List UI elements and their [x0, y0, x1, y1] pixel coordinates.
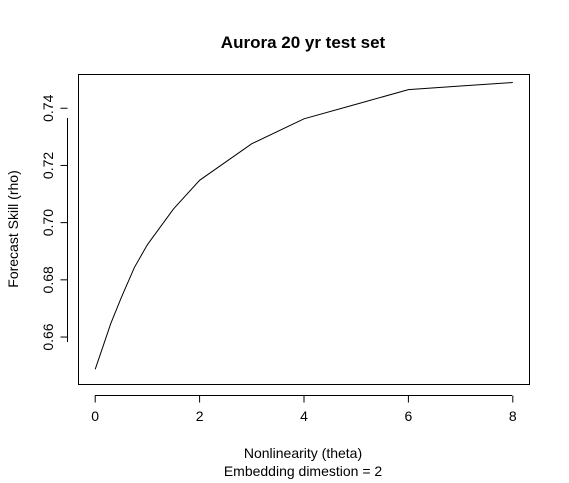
y-tick-label: 0.68: [40, 266, 56, 293]
x-tick-label: 6: [404, 408, 412, 424]
x-tick-label: 0: [91, 408, 99, 424]
x-axis-label: Nonlinearity (theta): [244, 445, 362, 461]
x-tick-label: 2: [196, 408, 204, 424]
y-axis-label: Forecast Skill (rho): [5, 170, 21, 287]
y-tick-label: 0.70: [40, 209, 56, 236]
series-line: [94, 82, 513, 370]
x-axis-ticks: 0 2 4 6 8: [91, 395, 517, 424]
y-axis-ticks: 0.66 0.68 0.70 0.72 0.74: [40, 94, 68, 351]
x-tick-label: 8: [509, 408, 517, 424]
y-tick-label: 0.74: [40, 94, 56, 121]
series-layer: [94, 82, 513, 370]
plot-frame: [78, 74, 530, 385]
y-tick-label: 0.66: [40, 323, 56, 350]
x-tick-label: 4: [300, 408, 308, 424]
chart-title: Aurora 20 yr test set: [221, 33, 386, 52]
y-tick-label: 0.72: [40, 152, 56, 179]
x-axis-sublabel: Embedding dimestion = 2: [224, 463, 383, 479]
